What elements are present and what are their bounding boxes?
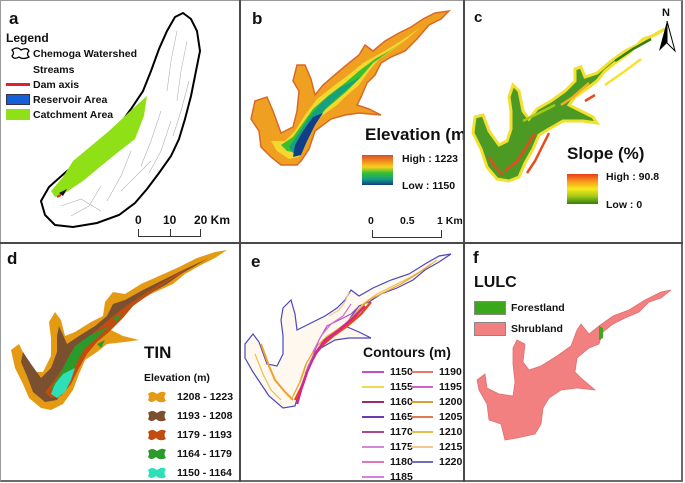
panel-letter: b (252, 9, 263, 28)
scale-bar (372, 230, 442, 238)
scale-tick-1km: 1 Km (437, 215, 463, 227)
panel-d-tin-map: d TIN Elevation (m) 1208 - 1223 1193 - 1… (1, 244, 239, 481)
lulc-shrubland-label: Shrubland (511, 323, 563, 335)
slope-low-label: Low : 0 (606, 199, 643, 211)
legend-item-streams: Streams (33, 64, 75, 76)
scale-tick-20: 20 Km (194, 213, 231, 227)
tin-class-5-swatch (148, 467, 166, 479)
panel-a-watershed-map: a Legend Chemoga Watershed Streams Dam a… (1, 1, 239, 242)
legend-item-dam-axis: Dam axis (33, 79, 80, 91)
panel-f-lulc-map: f LULC Forestland Shrubland (465, 244, 681, 481)
legend-title: Legend (6, 31, 49, 45)
elevation-low-label: Low : 1150 (402, 180, 456, 192)
tin-class-5-label: 1150 - 1164 (177, 467, 232, 479)
reservoir-elevation-raster (250, 9, 452, 166)
contour-line-icon (411, 386, 433, 388)
contour-line-icon (362, 401, 384, 403)
panel-letter: c (474, 9, 483, 26)
reservoir-lulc-map (476, 289, 672, 441)
contour-line-icon (362, 476, 384, 478)
legend-item-reservoir: Reservoir Area (33, 94, 108, 106)
contour-1180: 1180 (362, 456, 413, 468)
scale-bar (138, 229, 201, 237)
north-arrow-icon (659, 20, 676, 53)
contour-line-icon (411, 371, 433, 373)
contour-line-icon (411, 416, 433, 418)
lulc-forestland-label: Forestland (511, 302, 565, 314)
panel-c-slope-map: c N Slope (%) High : 90.8 Low : 0 (465, 1, 681, 242)
tin-class-1-swatch (148, 391, 166, 403)
dam-axis-line-icon (6, 83, 30, 86)
contour-1155: 1155 (362, 381, 413, 393)
divider-vertical-2 (463, 0, 465, 482)
slope-legend-title: Slope (%) (567, 144, 645, 163)
contour-1215: 1215 (411, 441, 462, 453)
contour-1220: 1220 (411, 456, 462, 468)
tin-legend-subtitle: Elevation (m) (144, 372, 210, 384)
reservoir-contour-lines (244, 253, 452, 409)
contour-1175: 1175 (362, 441, 413, 453)
contour-line-icon (362, 446, 384, 448)
catchment-swatch (6, 109, 30, 120)
reservoir-swatch (6, 94, 30, 105)
shrubland-swatch (474, 322, 506, 336)
contour-1150: 1150 (362, 366, 413, 378)
legend-item-watershed: Chemoga Watershed (33, 48, 138, 60)
contour-line-icon (411, 431, 433, 433)
lulc-legend-title: LULC (474, 274, 517, 291)
contour-line-icon (411, 461, 433, 463)
contour-line-icon (362, 461, 384, 463)
contour-1190: 1190 (411, 366, 462, 378)
elevation-legend-title: Elevation (m) (365, 125, 463, 144)
panel-letter: e (251, 252, 261, 271)
contour-line-icon (411, 401, 433, 403)
contour-line-icon (362, 371, 384, 373)
divider-vertical-1 (239, 0, 241, 482)
forestland-swatch (474, 301, 506, 315)
panel-letter: a (9, 9, 19, 28)
contour-1160: 1160 (362, 396, 413, 408)
panel-e-contour-map: e Contours (m) 1150 1155 1160 1165 1170 … (241, 244, 463, 481)
contour-1205: 1205 (411, 411, 462, 423)
slope-high-label: High : 90.8 (606, 171, 660, 183)
scale-tick-0-5: 0.5 (400, 215, 415, 227)
contour-1210: 1210 (411, 426, 462, 438)
contours-legend-title: Contours (m) (363, 344, 451, 360)
contour-line-icon (362, 431, 384, 433)
panel-letter: d (7, 249, 18, 268)
elevation-gradient-bar (362, 155, 393, 185)
tin-class-3-label: 1179 - 1193 (177, 429, 232, 441)
contour-line-icon (362, 416, 384, 418)
elevation-high-label: High : 1223 (402, 153, 459, 165)
contour-1165: 1165 (362, 411, 413, 423)
contour-1185: 1185 (362, 471, 413, 481)
tin-class-4-label: 1164 - 1179 (177, 448, 232, 460)
legend-item-catchment: Catchment Area (33, 109, 114, 121)
contour-1200: 1200 (411, 396, 462, 408)
panel-letter: f (473, 248, 479, 267)
watershed-map (39, 11, 202, 229)
tin-class-2-swatch (148, 410, 166, 422)
panel-b-elevation-map: b Elevation (m) High : 1223 Low : 1150 0… (241, 1, 463, 242)
contour-line-icon (411, 446, 433, 448)
north-label: N (662, 7, 670, 19)
watershed-outline-icon (11, 47, 31, 60)
tin-class-2-label: 1193 - 1208 (177, 410, 233, 422)
contour-line-icon (362, 386, 384, 388)
reservoir-slope-raster (471, 27, 666, 183)
reservoir-tin-surface (11, 250, 227, 410)
tin-legend-title: TIN (144, 343, 172, 362)
contour-1170: 1170 (362, 426, 413, 438)
scale-tick-10: 10 (163, 213, 177, 227)
tin-class-1-label: 1208 - 1223 (177, 391, 234, 403)
contour-1195: 1195 (411, 381, 462, 393)
slope-gradient-bar (567, 174, 598, 204)
scale-tick-0: 0 (368, 215, 374, 227)
scale-tick-0: 0 (135, 213, 142, 227)
tin-class-4-swatch (148, 448, 166, 460)
divider-horizontal (0, 242, 683, 244)
tin-class-3-swatch (148, 429, 166, 441)
